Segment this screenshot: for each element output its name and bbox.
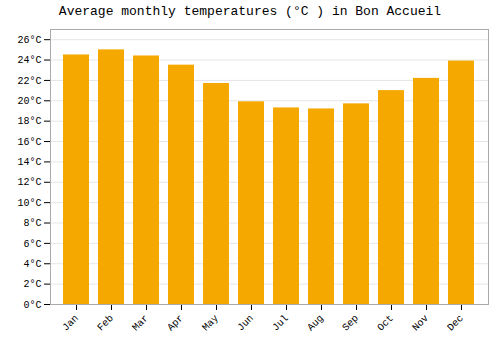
html-text:Average monthly temperatures (: Average monthly temperatures (°C ) in Bo… <box>58 4 442 19</box>
svg-text:26°C: 26°C <box>17 35 41 46</box>
svg-text:Feb: Feb <box>95 313 116 334</box>
svg-text:Dec: Dec <box>445 313 466 334</box>
svg-text:Oct: Oct <box>375 313 396 334</box>
svg-text:2°C: 2°C <box>23 279 41 290</box>
svg-text:8°C: 8°C <box>23 218 41 229</box>
svg-text:12°C: 12°C <box>17 177 41 188</box>
svg-text:May: May <box>200 313 221 334</box>
svg-text:10°C: 10°C <box>17 198 41 209</box>
svg-text:0°C: 0°C <box>23 300 41 311</box>
svg-text:Jan: Jan <box>60 313 81 334</box>
svg-text:22°C: 22°C <box>17 76 41 87</box>
svg-text:Mar: Mar <box>130 313 151 334</box>
svg-text:6°C: 6°C <box>23 239 41 250</box>
svg-text:18°C: 18°C <box>17 116 41 127</box>
svg-text:Jun: Jun <box>235 313 256 334</box>
svg-text:24°C: 24°C <box>17 55 41 66</box>
svg-text:14°C: 14°C <box>17 157 41 168</box>
svg-text:Jul: Jul <box>270 313 291 334</box>
svg-text:20°C: 20°C <box>17 96 41 107</box>
svg-text:Aug: Aug <box>305 313 326 334</box>
svg-text:Nov: Nov <box>410 313 431 334</box>
svg-text:Apr: Apr <box>165 313 186 334</box>
svg-text:16°C: 16°C <box>17 137 41 148</box>
svg-text:Sep: Sep <box>340 313 361 334</box>
svg-text:4°C: 4°C <box>23 259 41 270</box>
